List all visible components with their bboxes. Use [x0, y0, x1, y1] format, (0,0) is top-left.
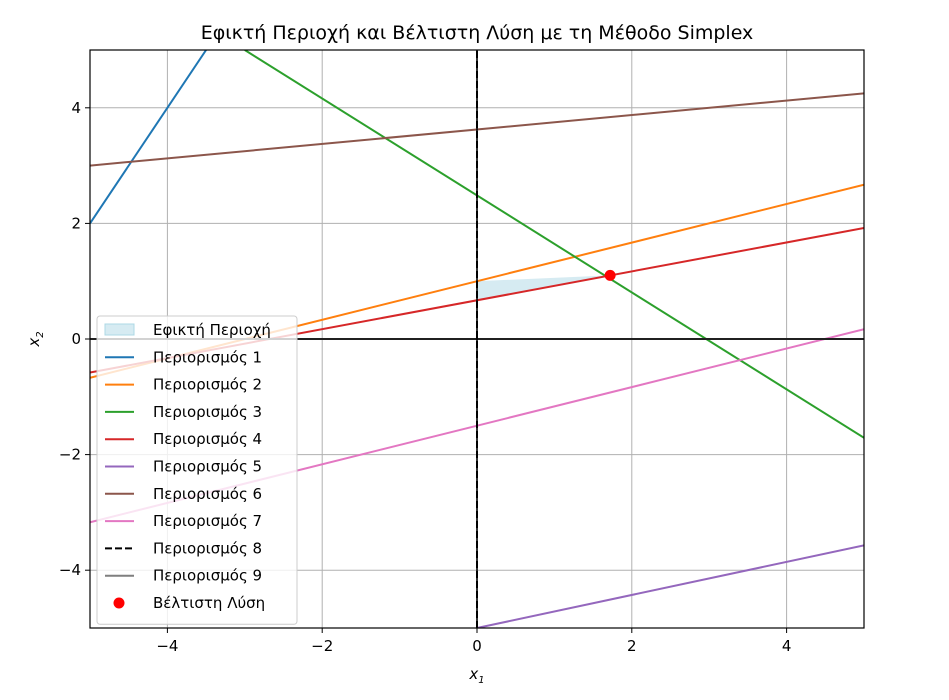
x-tick-label: −2: [311, 637, 333, 655]
series-line-constraint-3: [244, 50, 864, 439]
x-axis-label: x1: [468, 665, 484, 686]
legend-label: Περιορισμός 9: [153, 567, 262, 585]
y-tick-label: −4: [59, 561, 81, 579]
series-line-constraint-1: [90, 50, 207, 224]
y-axis-label-sub: 2: [35, 331, 46, 337]
x-axis-label-main: x: [468, 665, 478, 683]
legend-label: Περιορισμός 7: [153, 512, 262, 530]
series-line-constraint-5: [476, 544, 864, 628]
y-tick-label: 2: [71, 214, 81, 232]
y-axis-label-main: x: [25, 338, 43, 348]
optimal-point-marker: [604, 269, 616, 281]
y-tick-label: 4: [71, 99, 81, 117]
y-axis-label: x2: [25, 331, 46, 347]
legend-label: Περιορισμός 2: [153, 376, 262, 394]
x-tick-label: −4: [156, 637, 178, 655]
legend-label: Περιορισμός 1: [153, 348, 262, 366]
legend-label: Εφικτή Περιοχή: [153, 321, 271, 339]
legend-label: Βέλτιστη Λύση: [153, 594, 265, 612]
axis-ticks: −4 −2 0 2 4 −4 −2 0 2 4: [59, 99, 791, 655]
legend-swatch-feasible-region: [104, 323, 135, 336]
x-tick-label: 0: [472, 637, 482, 655]
legend-swatch-optimal-point: [113, 597, 125, 609]
legend-label: Περιορισμός 5: [153, 458, 262, 476]
legend-label: Περιορισμός 6: [153, 485, 262, 503]
optimal-point-layer: [604, 269, 616, 281]
legend-box: [96, 315, 298, 625]
legend-label: Περιορισμός 3: [153, 403, 262, 421]
x-axis-label-sub: 1: [478, 675, 484, 686]
legend: Εφικτή Περιοχή Περιορισμός 1 Περιορισμός 2…: [96, 315, 298, 625]
y-tick-label: −2: [59, 446, 81, 464]
chart-title: Εφικτή Περιοχή και Βέλτιστη Λύση με τη Μ…: [201, 22, 754, 44]
legend-label: Περιορισμός 4: [153, 430, 262, 448]
legend-label: Περιορισμός 8: [153, 539, 262, 557]
y-tick-label: 0: [71, 330, 81, 348]
x-tick-label: 4: [782, 637, 792, 655]
x-tick-label: 2: [627, 637, 637, 655]
